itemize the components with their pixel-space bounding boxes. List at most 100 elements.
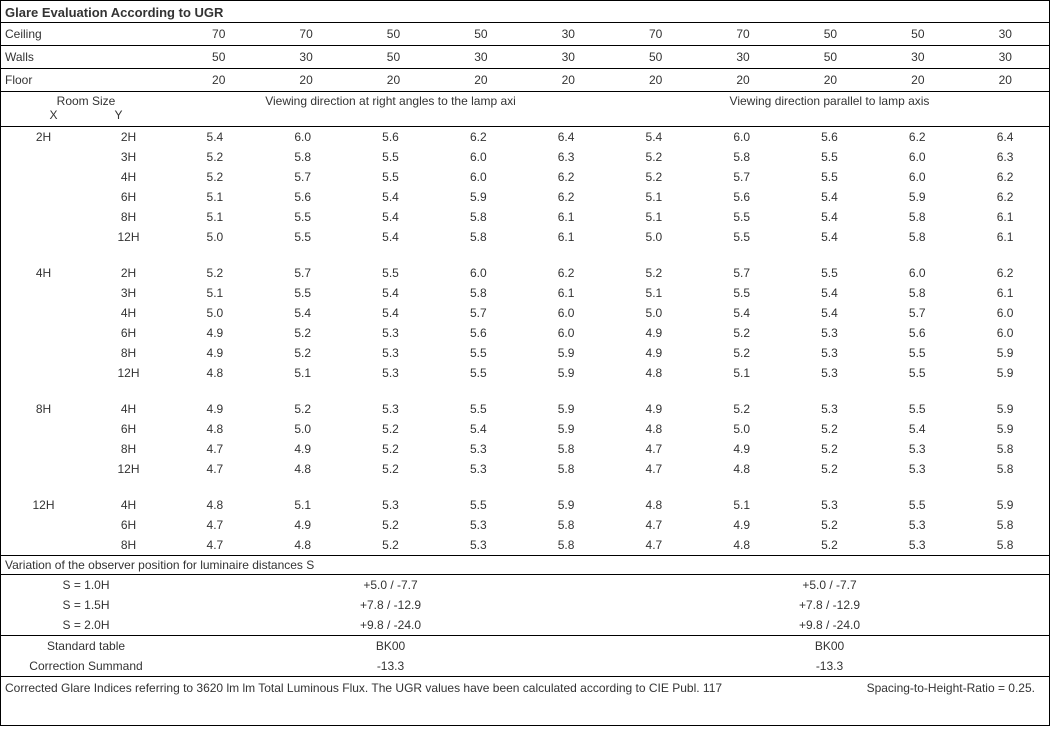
ugr-value: 5.0 bbox=[610, 227, 698, 247]
ugr-value: 5.3 bbox=[786, 399, 874, 419]
room-y: 8H bbox=[86, 439, 171, 459]
summary-value-left: BK00 bbox=[171, 636, 610, 657]
ugr-value: 5.4 bbox=[610, 127, 698, 147]
room-size-label: Room Size bbox=[1, 94, 171, 108]
room-x bbox=[1, 343, 86, 363]
summary-row: S = 1.0H+5.0 / -7.7+5.0 / -7.7 bbox=[1, 575, 1049, 595]
room-x bbox=[1, 323, 86, 343]
ugr-value: 5.7 bbox=[259, 263, 347, 283]
room-y: 6H bbox=[86, 323, 171, 343]
ugr-value: 6.0 bbox=[434, 147, 522, 167]
reflectance-value: 30 bbox=[437, 46, 524, 69]
ugr-value: 5.6 bbox=[347, 127, 435, 147]
summary-value-right: +9.8 / -24.0 bbox=[610, 615, 1049, 635]
ugr-value: 5.4 bbox=[786, 207, 874, 227]
ugr-value: 5.8 bbox=[961, 515, 1049, 535]
ugr-row: 4H5.05.45.45.76.05.05.45.45.76.0 bbox=[1, 303, 1049, 323]
summary-row: S = 1.5H+7.8 / -12.9+7.8 / -12.9 bbox=[1, 595, 1049, 615]
ugr-value: 6.4 bbox=[522, 127, 610, 147]
reflectance-table: Ceiling70705050307070505030Walls50305030… bbox=[1, 23, 1049, 92]
ugr-value: 5.5 bbox=[698, 227, 786, 247]
ugr-value: 5.1 bbox=[610, 187, 698, 207]
ugr-value: 5.3 bbox=[347, 323, 435, 343]
ugr-value: 4.9 bbox=[259, 515, 347, 535]
ugr-value: 4.8 bbox=[171, 363, 259, 383]
ugr-value: 5.5 bbox=[786, 147, 874, 167]
reflectance-value: 50 bbox=[612, 46, 699, 69]
reflectance-value: 50 bbox=[175, 46, 262, 69]
ugr-value: 6.1 bbox=[522, 207, 610, 227]
summary-value-right: +5.0 / -7.7 bbox=[610, 575, 1049, 595]
ugr-value: 5.2 bbox=[698, 323, 786, 343]
ugr-value: 5.3 bbox=[347, 495, 435, 515]
ugr-value: 5.5 bbox=[873, 343, 961, 363]
ugr-value: 5.2 bbox=[610, 167, 698, 187]
room-y: 4H bbox=[86, 167, 171, 187]
ugr-row: 6H5.15.65.45.96.25.15.65.45.96.2 bbox=[1, 187, 1049, 207]
room-y: 6H bbox=[86, 419, 171, 439]
room-x bbox=[1, 227, 86, 247]
ugr-value: 5.9 bbox=[522, 399, 610, 419]
ugr-value: 6.2 bbox=[434, 127, 522, 147]
ugr-value: 5.3 bbox=[786, 495, 874, 515]
ugr-value: 5.3 bbox=[347, 399, 435, 419]
reflectance-value: 20 bbox=[612, 69, 699, 92]
standard-table: Standard tableBK00BK00Correction Summand… bbox=[1, 635, 1049, 676]
ugr-row: 12H5.05.55.45.86.15.05.55.45.86.1 bbox=[1, 227, 1049, 247]
ugr-value: 6.0 bbox=[434, 263, 522, 283]
ugr-value: 5.3 bbox=[347, 343, 435, 363]
ugr-value: 5.9 bbox=[961, 363, 1049, 383]
ugr-value: 5.9 bbox=[961, 343, 1049, 363]
room-x bbox=[1, 439, 86, 459]
ugr-value: 4.8 bbox=[171, 419, 259, 439]
ugr-value: 5.4 bbox=[786, 227, 874, 247]
ugr-value: 5.3 bbox=[434, 459, 522, 479]
ugr-value: 6.0 bbox=[434, 167, 522, 187]
ugr-value: 5.2 bbox=[347, 535, 435, 555]
ugr-value: 5.7 bbox=[434, 303, 522, 323]
ugr-value: 4.9 bbox=[698, 515, 786, 535]
ugr-value: 5.6 bbox=[873, 323, 961, 343]
ugr-value: 6.4 bbox=[961, 127, 1049, 147]
summary-value-left: +9.8 / -24.0 bbox=[171, 615, 610, 635]
room-x: 4H bbox=[1, 263, 86, 283]
ugr-value: 5.6 bbox=[698, 187, 786, 207]
ugr-value: 4.8 bbox=[698, 459, 786, 479]
ugr-value: 5.2 bbox=[786, 439, 874, 459]
ugr-row: 8H4.95.25.35.55.94.95.25.35.55.9 bbox=[1, 343, 1049, 363]
reflectance-value: 50 bbox=[350, 23, 437, 46]
ugr-row: 12H4.74.85.25.35.84.74.85.25.35.8 bbox=[1, 459, 1049, 479]
ugr-value: 6.0 bbox=[961, 303, 1049, 323]
room-y: 8H bbox=[86, 207, 171, 227]
reflectance-label: Walls bbox=[1, 46, 175, 69]
ugr-value: 5.0 bbox=[171, 303, 259, 323]
ugr-value: 5.8 bbox=[698, 147, 786, 167]
room-y: 12H bbox=[86, 227, 171, 247]
ugr-row: 8H5.15.55.45.86.15.15.55.45.86.1 bbox=[1, 207, 1049, 227]
room-x: 8H bbox=[1, 399, 86, 419]
ugr-value: 5.5 bbox=[347, 167, 435, 187]
ugr-value: 5.5 bbox=[259, 227, 347, 247]
ugr-value: 5.8 bbox=[961, 535, 1049, 555]
ugr-value: 5.2 bbox=[786, 535, 874, 555]
ugr-value: 6.3 bbox=[961, 147, 1049, 167]
ugr-value: 6.0 bbox=[522, 303, 610, 323]
ugr-value: 5.9 bbox=[522, 419, 610, 439]
ugr-value: 5.4 bbox=[434, 419, 522, 439]
ugr-value: 5.4 bbox=[873, 419, 961, 439]
ugr-value: 6.1 bbox=[961, 207, 1049, 227]
ugr-row: 4H2H5.25.75.56.06.25.25.75.56.06.2 bbox=[1, 263, 1049, 283]
ugr-value: 5.4 bbox=[786, 303, 874, 323]
ugr-value: 5.3 bbox=[873, 535, 961, 555]
summary-value-left: -13.3 bbox=[171, 656, 610, 676]
ugr-value: 4.9 bbox=[171, 323, 259, 343]
ugr-value: 5.5 bbox=[873, 495, 961, 515]
reflectance-value: 70 bbox=[262, 23, 349, 46]
ugr-value: 5.4 bbox=[259, 303, 347, 323]
ugr-value: 5.5 bbox=[259, 283, 347, 303]
ugr-value: 5.5 bbox=[347, 147, 435, 167]
ugr-value: 6.2 bbox=[522, 167, 610, 187]
ugr-value: 6.1 bbox=[961, 283, 1049, 303]
ugr-value: 5.4 bbox=[347, 207, 435, 227]
ugr-value: 5.2 bbox=[259, 343, 347, 363]
